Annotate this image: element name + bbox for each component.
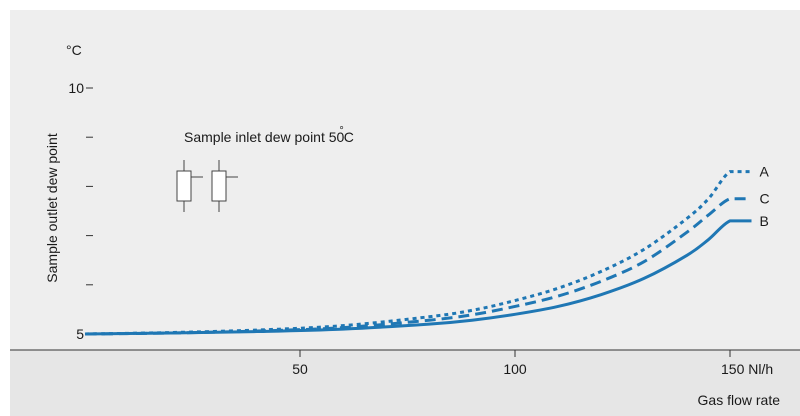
x-axis-title: Gas flow rate (698, 392, 781, 408)
series-label-b: B (760, 213, 769, 229)
series-line-a (84, 170, 752, 336)
x-tick-label: 150 Nl/h (721, 361, 773, 377)
y-axis-title: Sample outlet dew point (44, 133, 60, 283)
series-layer: ACB (84, 164, 770, 336)
y-tick-label: 10 (68, 80, 84, 96)
x-ticks: 50 100 150 Nl/h (292, 350, 773, 377)
x-tick-label: 100 (503, 361, 527, 377)
y-unit-label: °C (66, 42, 82, 58)
series-line-b (84, 219, 752, 336)
series-label-a: A (760, 164, 770, 180)
plot-background (10, 10, 800, 350)
x-tick-label: 50 (292, 361, 308, 377)
valve-symbol-icon (176, 160, 238, 212)
x-axis-band (10, 350, 800, 416)
chart-annotation: Sample inlet dew point 50°C (184, 125, 354, 145)
y-tick-label: 5 (76, 326, 84, 342)
series-label-c: C (760, 191, 770, 207)
